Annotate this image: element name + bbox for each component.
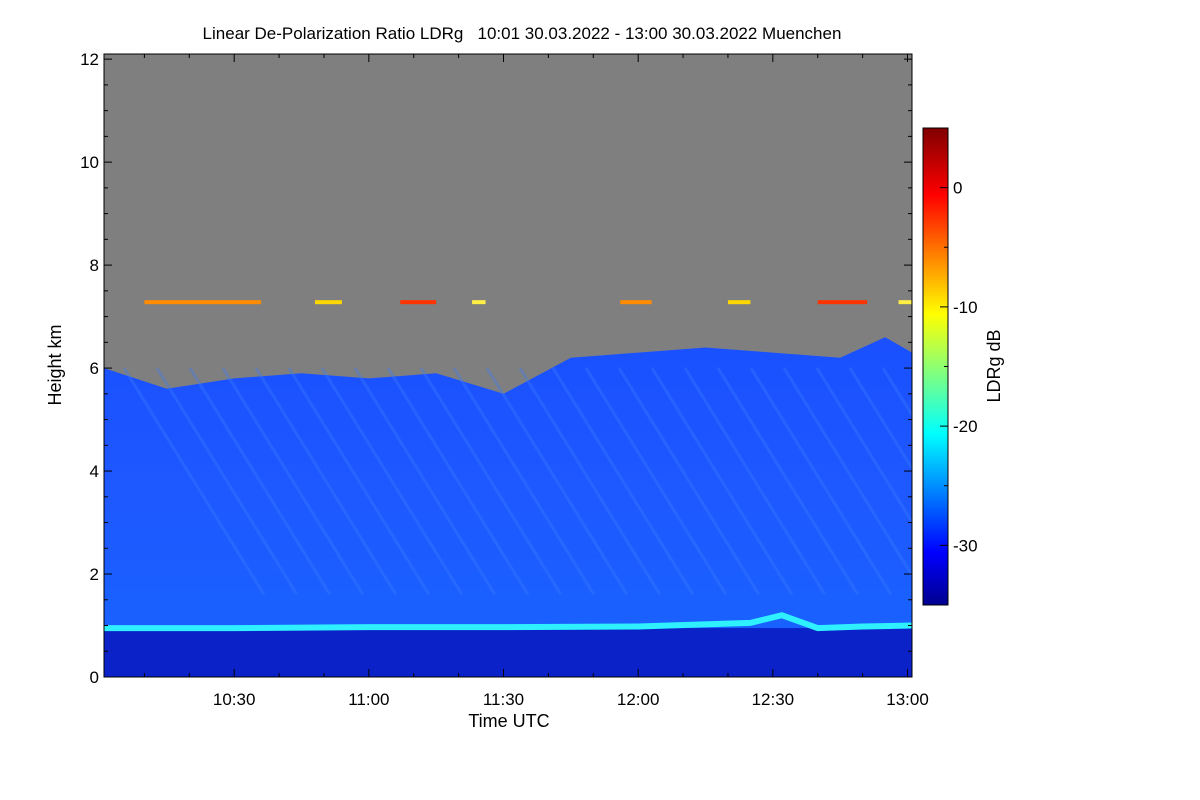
fall-streak	[122, 367, 266, 596]
x-tick-label: 11:00	[348, 690, 389, 709]
x-tick-label: 11:30	[483, 690, 524, 709]
high-ldr-segment	[400, 300, 437, 305]
fall-streak	[155, 367, 299, 596]
fall-streak	[881, 367, 912, 418]
y-tick-label: 8	[90, 256, 99, 275]
y-tick-label: 2	[90, 565, 99, 584]
colorbar-tick-label: -20	[953, 417, 978, 436]
high-ldr-segment	[314, 300, 342, 305]
fall-streak	[452, 367, 596, 596]
high-ldr-segment	[472, 300, 486, 305]
plot-frame	[103, 53, 913, 678]
x-axis-ticks: 10:30 11:00 11:30 12:00 12:30 13:00	[143, 54, 929, 709]
fall-streak	[386, 367, 530, 596]
colorbar-label: LDRg dB	[984, 329, 1004, 402]
colorbar-ticks: 0 -10 -20 -30	[940, 127, 978, 606]
x-tick-label: 12:30	[752, 690, 795, 709]
x-axis-label: Time UTC	[468, 711, 549, 731]
fall-streak	[848, 367, 912, 472]
high-ldr-segment	[817, 300, 868, 305]
colorbar-tick-label: -30	[953, 536, 978, 555]
plot-area	[104, 54, 1089, 677]
colorbar	[922, 127, 949, 606]
fall-streak	[716, 367, 860, 596]
boundary-layer-lower	[104, 628, 912, 677]
fall-streak	[485, 367, 629, 596]
y-axis-label: Height km	[45, 324, 65, 405]
y-tick-label: 0	[90, 668, 99, 687]
high-ldr-segment	[727, 300, 751, 305]
y-tick-label: 10	[80, 153, 99, 172]
high-ldr-segment	[144, 300, 262, 305]
signal-region	[104, 337, 912, 677]
fall-streak	[551, 367, 695, 596]
chart-title: Linear De-Polarization Ratio LDRg 10:01 …	[203, 24, 842, 43]
boundary-layer-top-line	[104, 612, 912, 632]
high-ldr-segment	[620, 300, 652, 305]
fall-streak	[188, 367, 332, 596]
fall-streak	[683, 367, 827, 596]
x-tick-label: 10:30	[213, 690, 256, 709]
fall-streak	[320, 367, 464, 596]
fall-streaks	[122, 367, 1089, 596]
fall-streak	[749, 367, 893, 596]
y-tick-label: 6	[90, 359, 99, 378]
high-ldr-layer	[144, 300, 912, 305]
y-axis-ticks: 0 2 4 6 8 10 12	[80, 50, 912, 687]
fall-streak	[617, 367, 761, 596]
fall-streak	[815, 367, 912, 525]
fall-streak	[353, 367, 497, 596]
y-tick-label: 4	[90, 462, 99, 481]
fall-streak	[419, 367, 563, 596]
colorbar-tick-label: -10	[953, 298, 978, 317]
fall-streak	[584, 367, 728, 596]
fall-streak	[782, 367, 912, 579]
fall-streak	[221, 367, 365, 596]
fall-streak	[518, 367, 662, 596]
fall-streak	[254, 367, 398, 596]
high-ldr-segment	[898, 300, 912, 305]
x-tick-label: 13:00	[886, 690, 929, 709]
fall-streak	[287, 367, 431, 596]
x-tick-label: 12:00	[617, 690, 660, 709]
colorbar-tick-label: 0	[953, 179, 962, 198]
fall-streak	[650, 367, 794, 596]
y-tick-label: 12	[80, 50, 99, 69]
fall-streak	[949, 368, 1089, 595]
